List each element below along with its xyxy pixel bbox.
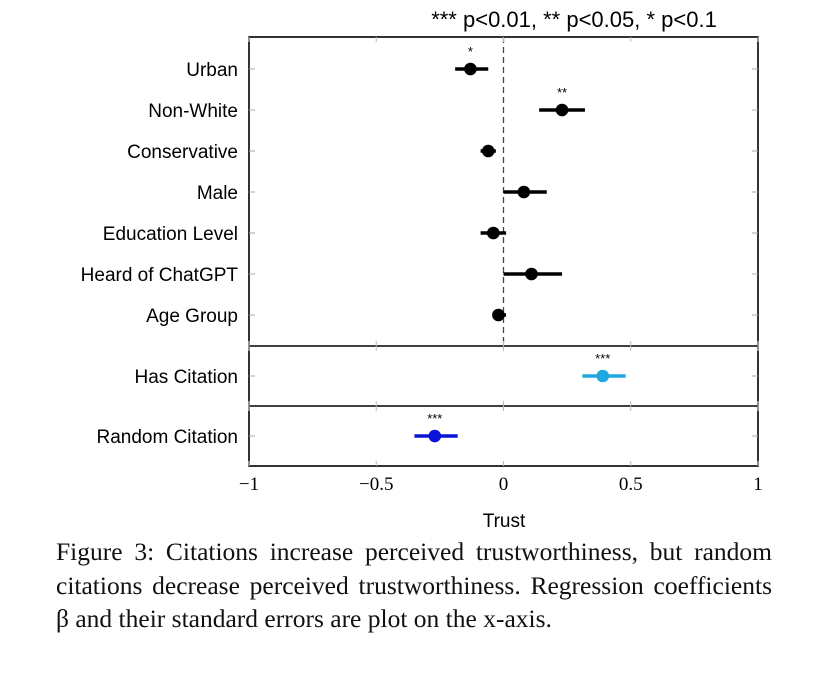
x-tick-label: 0.5 [619, 474, 643, 495]
significance-stars: * [468, 44, 473, 59]
row-label: Education Level [103, 224, 238, 245]
point-estimate [428, 429, 442, 443]
row-label: Has Citation [135, 367, 239, 388]
point-estimate [492, 308, 505, 322]
x-axis-label: Trust [483, 511, 526, 532]
x-tick-label: −1 [239, 474, 259, 495]
coefficient-chart: *** p<0.01, ** p<0.05, * p<0.1 Urban * Non… [81, 7, 763, 532]
row-label: Male [197, 183, 238, 204]
significance-stars: *** [595, 351, 610, 366]
point-estimate [517, 185, 531, 199]
point-estimate [596, 369, 610, 383]
row-label: Random Citation [96, 427, 238, 448]
point-estimate [464, 62, 477, 76]
row-label: Heard of ChatGPT [81, 265, 239, 286]
x-tick-label: 1 [753, 474, 763, 495]
row-label: Non-White [148, 101, 238, 122]
plot-area: Urban * Non-White ** Conservative Male Educati… [81, 36, 759, 467]
row-label: Age Group [146, 306, 238, 327]
figure-caption: Figure 3: Citations increase perceived t… [56, 537, 772, 633]
point-estimate [555, 103, 569, 117]
point-estimate [525, 267, 538, 281]
point-estimate [481, 144, 495, 158]
point-estimate [487, 226, 500, 240]
x-tick-label: 0 [499, 474, 509, 495]
row-label: Conservative [127, 142, 238, 163]
x-tick-label: −0.5 [359, 474, 393, 495]
significance-stars: *** [427, 411, 442, 426]
significance-stars: ** [557, 85, 567, 100]
x-axis: −1 −0.5 0 0.5 1 [239, 474, 763, 495]
significance-legend: *** p<0.01, ** p<0.05, * p<0.1 [431, 7, 717, 32]
row-label: Urban [186, 60, 238, 81]
